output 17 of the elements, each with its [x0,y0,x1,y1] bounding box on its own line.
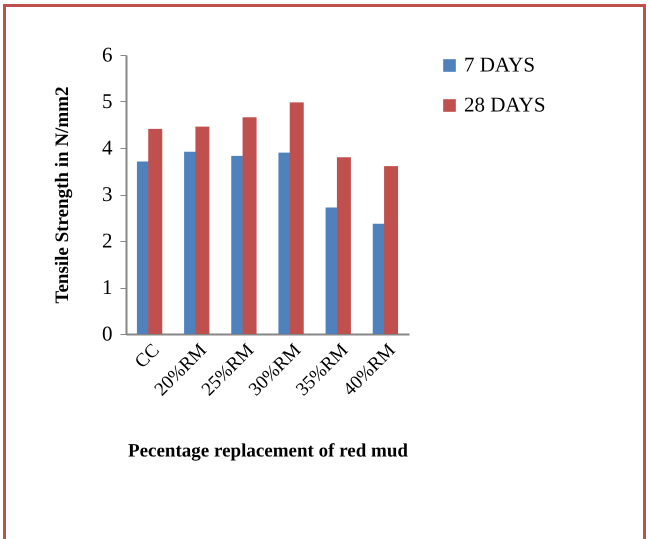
bar [336,157,351,334]
x-axis-title: Pecentage replacement of red mud [128,440,408,462]
y-tick-label: 3 [102,182,112,206]
y-tick-label: 1 [102,275,112,299]
y-tick-label: 6 [102,42,112,66]
y-axis-title: Tensile Strength in N/mm2 [52,86,73,304]
legend-label: 7 DAYS [464,52,535,76]
bar [384,166,398,334]
y-tick-label: 5 [102,89,112,113]
y-tick-label: 4 [102,136,113,160]
y-tick-label: 0 [102,322,112,346]
legend-label: 28 DAYS [464,92,546,116]
bar [290,102,304,334]
bar [148,128,162,334]
bar [242,117,257,334]
y-tick-label: 2 [102,228,112,252]
bar [195,126,210,334]
